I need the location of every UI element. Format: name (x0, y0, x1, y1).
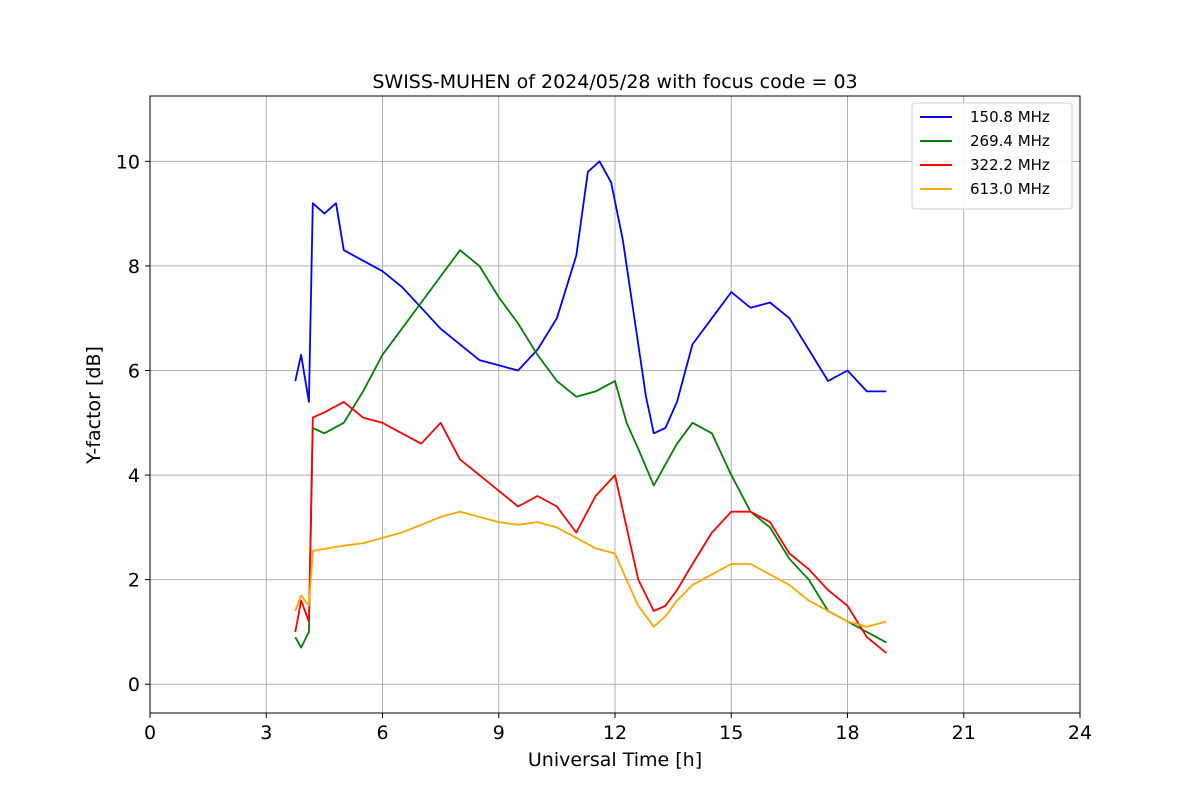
x-tick-label: 12 (603, 722, 627, 744)
x-ticks: 0 3 6 9 12 15 18 21 24 (144, 713, 1092, 744)
x-tick-label: 21 (952, 722, 976, 744)
legend-box (911, 102, 1073, 210)
y-tick-label: 6 (128, 361, 140, 383)
x-tick-label: 15 (719, 722, 743, 744)
x-tick-label: 24 (1068, 722, 1092, 744)
series-line-2 (294, 401, 887, 654)
y-tick-label: 2 (128, 570, 140, 592)
x-tick-label: 9 (493, 722, 505, 744)
series-line-0 (294, 160, 887, 435)
x-tick-label: 6 (376, 722, 388, 744)
legend: 150.8 MHz 269.4 MHz 322.2 MHz 613.0 MHz (911, 102, 1073, 210)
series-lines (294, 160, 887, 654)
legend-label: 613.0 MHz (970, 180, 1050, 198)
x-axis-label: Universal Time [h] (528, 749, 702, 771)
series-line-1 (294, 249, 887, 649)
legend-label: 150.8 MHz (970, 108, 1050, 126)
legend-label: 269.4 MHz (970, 132, 1050, 150)
grid (149, 96, 1081, 713)
y-ticks: 0 2 4 6 8 10 (116, 151, 150, 696)
chart-title: SWISS-MUHEN of 2024/05/28 with focus cod… (372, 71, 857, 93)
y-tick-label: 10 (116, 151, 140, 173)
x-tick-label: 18 (835, 722, 859, 744)
legend-label: 322.2 MHz (970, 156, 1050, 174)
y-tick-label: 8 (128, 256, 140, 278)
series-line-3 (294, 510, 887, 628)
y-tick-label: 4 (128, 465, 140, 487)
x-tick-label: 0 (144, 722, 156, 744)
x-tick-label: 3 (260, 722, 272, 744)
y-axis-label: Y-factor [dB] (83, 346, 105, 465)
y-tick-label: 0 (128, 674, 140, 696)
